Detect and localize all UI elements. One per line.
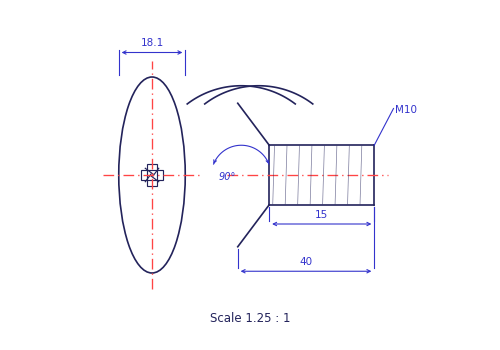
Text: 40: 40 <box>300 257 312 267</box>
Text: M10: M10 <box>395 105 417 115</box>
Text: Scale 1.25 : 1: Scale 1.25 : 1 <box>210 312 290 325</box>
Text: 90°: 90° <box>218 172 236 182</box>
Text: 15: 15 <box>315 210 328 220</box>
Text: 18.1: 18.1 <box>140 38 164 48</box>
